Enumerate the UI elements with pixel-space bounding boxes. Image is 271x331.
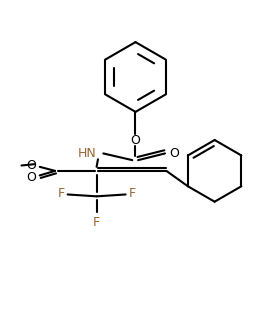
Text: F: F (129, 187, 136, 200)
Text: O: O (170, 147, 179, 160)
Text: HN: HN (78, 147, 96, 160)
Text: O: O (26, 159, 36, 172)
Text: F: F (93, 216, 100, 229)
Text: F: F (57, 187, 64, 200)
Text: O: O (26, 171, 36, 184)
Text: O: O (131, 133, 140, 147)
